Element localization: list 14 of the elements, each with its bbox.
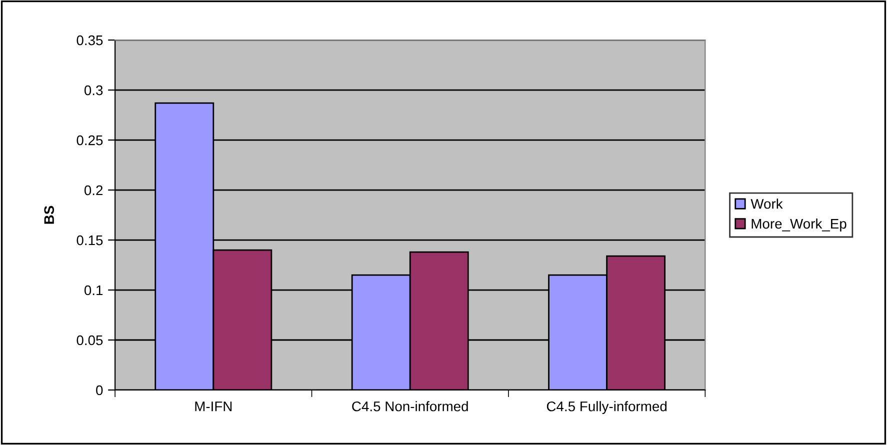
legend-label: Work — [750, 198, 783, 209]
y-axis-title: BS — [44, 206, 54, 224]
x-tick-label: C4.5 Fully-informed — [546, 401, 667, 414]
y-tick-label: 0.15 — [76, 235, 103, 246]
y-tick-label: 0.2 — [84, 185, 103, 196]
y-tick-label: 0.3 — [84, 85, 103, 96]
y-tick-label: 0.1 — [84, 285, 103, 296]
x-tick-label: C4.5 Non-informed — [352, 401, 468, 412]
legend-label: More_Work_Ep — [752, 218, 846, 232]
x-tick-label: M-IFN — [195, 402, 232, 412]
y-tick-label: 0.25 — [76, 135, 103, 146]
y-tick-label: 0 — [96, 385, 103, 396]
y-tick-label: 0.35 — [76, 35, 103, 46]
y-tick-label: 0.05 — [76, 335, 103, 346]
